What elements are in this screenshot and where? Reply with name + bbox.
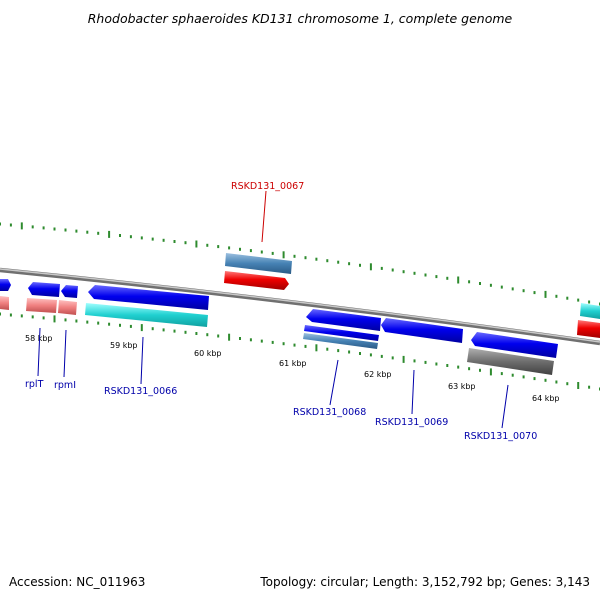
kbp-label-59: 59 kbp bbox=[110, 341, 138, 350]
gene-right-partial-cyan[interactable] bbox=[580, 303, 600, 319]
kbp-label-64: 64 kbp bbox=[532, 394, 560, 403]
gene-RSKD131-0070[interactable] bbox=[471, 332, 558, 358]
gene-RSKD131-0068-product-a[interactable] bbox=[304, 325, 379, 341]
gene-RSKD131-0067[interactable] bbox=[225, 253, 292, 274]
scale-ticks-outer bbox=[0, 222, 600, 306]
scale-ticks-inner bbox=[0, 312, 600, 391]
genome-summary-text: Topology: circular; Length: 3,152,792 bp… bbox=[259, 575, 590, 589]
chromosome-backbone-highlight bbox=[0, 268, 600, 343]
gene-label-RSKD131-0068[interactable]: RSKD131_0068 bbox=[293, 407, 366, 418]
leader-RSKD131-0070 bbox=[501, 384, 509, 429]
gene-RSKD131-0067-product[interactable] bbox=[224, 271, 289, 290]
gene-RSKD131-0069[interactable] bbox=[381, 318, 463, 343]
gene-rplT[interactable] bbox=[28, 282, 60, 297]
kbp-label-61: 61 kbp bbox=[279, 359, 307, 368]
leader-rplT bbox=[37, 327, 41, 377]
gene-rpmI[interactable] bbox=[61, 285, 78, 298]
leader-RSKD131-0067 bbox=[261, 190, 267, 243]
chromosome-backbone bbox=[0, 267, 600, 346]
gene-label-RSKD131-0069[interactable]: RSKD131_0069 bbox=[375, 417, 448, 428]
kbp-label-60: 60 kbp bbox=[194, 349, 222, 358]
map-title: Rhodobacter sphaeroides KD131 chromosome… bbox=[88, 11, 513, 26]
leader-RSKD131-0069 bbox=[411, 369, 415, 415]
gene-RSKD131-0066-product[interactable] bbox=[85, 303, 208, 327]
kbp-label-62: 62 kbp bbox=[364, 370, 392, 379]
gene-left-partial-blue[interactable] bbox=[0, 279, 11, 291]
kbp-label-63: 63 kbp bbox=[448, 382, 476, 391]
gene-label-rplT[interactable]: rplT bbox=[25, 379, 44, 390]
gene-label-RSKD131-0067[interactable]: RSKD131_0067 bbox=[231, 181, 304, 192]
gene-RSKD131-0068[interactable] bbox=[306, 309, 381, 331]
gene-label-rpmI[interactable]: rpmI bbox=[54, 380, 76, 391]
leader-rpmI bbox=[63, 329, 67, 378]
accession-text: Accession: NC_011963 bbox=[9, 575, 145, 589]
kbp-label-58: 58 kbp bbox=[25, 334, 53, 343]
gene-rplT-rna[interactable] bbox=[26, 298, 57, 313]
leader-RSKD131-0066 bbox=[140, 336, 144, 385]
leader-RSKD131-0068 bbox=[329, 359, 339, 406]
gene-RSKD131-0068-product-b[interactable] bbox=[303, 333, 378, 349]
gene-rpmI-rna[interactable] bbox=[58, 300, 77, 315]
gene-right-partial-red[interactable] bbox=[577, 320, 600, 338]
gene-label-RSKD131-0070[interactable]: RSKD131_0070 bbox=[464, 431, 537, 442]
gene-label-RSKD131-0066[interactable]: RSKD131_0066 bbox=[104, 386, 177, 397]
gene-RSKD131-0070-product[interactable] bbox=[467, 348, 554, 375]
gene-left-partial-pink[interactable] bbox=[0, 296, 9, 310]
gene-RSKD131-0066[interactable] bbox=[88, 285, 209, 310]
